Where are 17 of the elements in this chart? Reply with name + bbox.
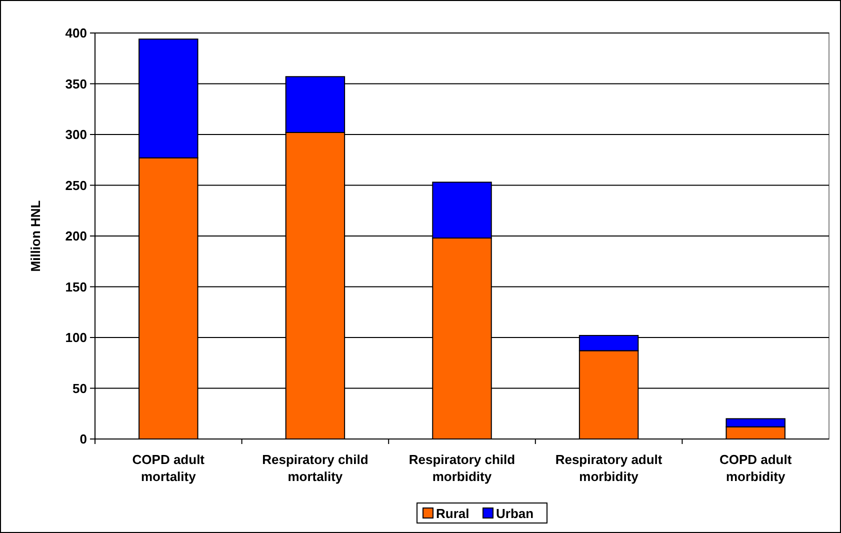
y-tick-label: 100 — [65, 330, 87, 346]
y-tick-label: 50 — [72, 380, 87, 396]
y-axis-title: Million HNL — [28, 200, 43, 272]
y-tick-label: 400 — [65, 26, 87, 41]
x-tick-label: COPD adult morbidity — [719, 452, 792, 484]
x-tick-label: Respiratory child morbidity — [408, 452, 516, 484]
x-tick-label: COPD adult mortality — [132, 452, 206, 484]
y-tick-label: 200 — [65, 228, 87, 244]
x-tick-label: Respiratory adult morbidity — [555, 452, 663, 484]
y-tick-label: 300 — [65, 127, 87, 142]
legend-label: Rural — [436, 506, 470, 521]
x-tick-label: Respiratory child mortality — [262, 452, 368, 484]
y-tick-label: 350 — [65, 76, 87, 92]
y-tick-label: 250 — [65, 178, 87, 193]
y-tick-label: 150 — [65, 279, 87, 294]
y-tick-label: 0 — [80, 432, 87, 447]
legend-label: Urban — [496, 506, 534, 521]
